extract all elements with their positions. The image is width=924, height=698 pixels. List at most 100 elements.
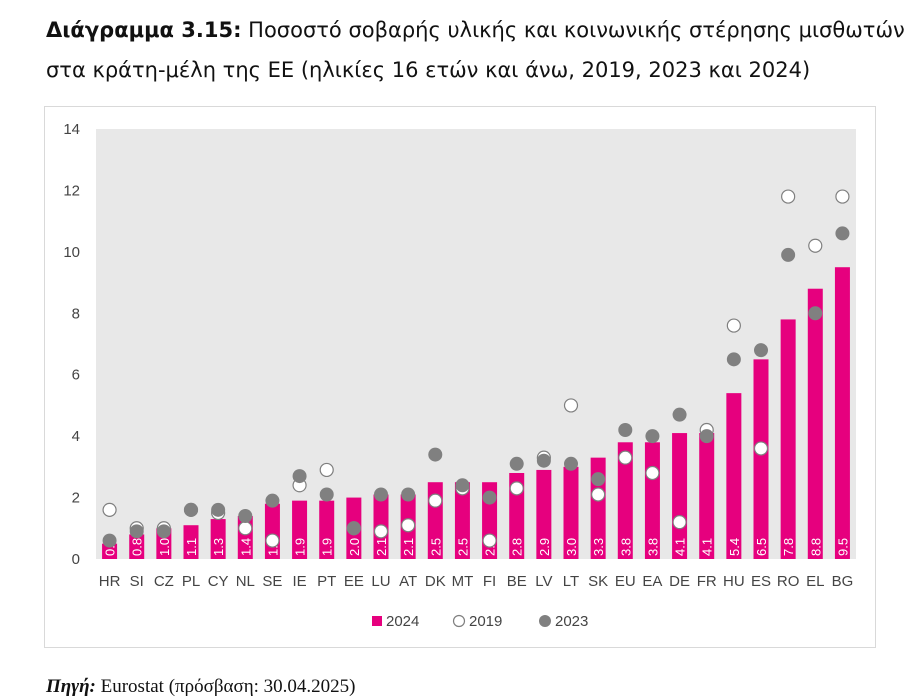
y-tick-label: 14 bbox=[63, 121, 80, 138]
point-2023 bbox=[482, 490, 497, 505]
point-2023 bbox=[835, 226, 850, 241]
source-label: Πηγή: bbox=[46, 676, 96, 697]
x-tick-label: RO bbox=[777, 573, 800, 590]
bar-data-label: 2.5 bbox=[455, 538, 470, 556]
bar-2024 bbox=[780, 319, 796, 559]
point-2019 bbox=[428, 493, 443, 508]
bar-data-label: 4.1 bbox=[673, 538, 688, 556]
legend-label-2019: 2019 bbox=[469, 613, 502, 630]
bar-data-label: 3.8 bbox=[618, 538, 633, 556]
x-tick-label: BE bbox=[507, 573, 527, 590]
point-2023 bbox=[428, 447, 443, 462]
point-2019 bbox=[808, 238, 823, 253]
point-2019 bbox=[753, 441, 769, 456]
point-2023 bbox=[211, 502, 226, 517]
point-2019 bbox=[645, 465, 660, 481]
x-tick-label: SE bbox=[262, 573, 282, 590]
point-2019 bbox=[618, 450, 633, 465]
bar-data-label: 4.1 bbox=[700, 538, 715, 556]
y-tick-label: 8 bbox=[72, 305, 80, 322]
bar-2024 bbox=[509, 473, 525, 559]
x-tick-label: PL bbox=[182, 573, 200, 590]
bar-chart: 024681012140.5HR0.8SI1.0CZ1.1PL1.3CY1.4N… bbox=[63, 121, 856, 630]
x-tick-label: NL bbox=[236, 573, 255, 590]
bar-data-label: 3.8 bbox=[645, 538, 660, 556]
figure-label: Διάγραμμα 3.15: bbox=[46, 18, 242, 42]
point-2023 bbox=[564, 456, 578, 471]
point-2023 bbox=[184, 502, 198, 517]
point-2023 bbox=[754, 343, 768, 358]
legend-label-2024: 2024 bbox=[386, 613, 419, 630]
point-2019 bbox=[319, 462, 334, 478]
bar-2024 bbox=[834, 267, 850, 559]
bar-2024 bbox=[129, 534, 145, 559]
x-tick-label: LV bbox=[535, 573, 552, 590]
point-2019 bbox=[238, 521, 253, 536]
point-2019 bbox=[726, 318, 741, 333]
legend-marker-2024 bbox=[372, 616, 382, 626]
chart-frame: 024681012140.5HR0.8SI1.0CZ1.1PL1.3CY1.4N… bbox=[44, 106, 876, 648]
bar-data-label: 2.9 bbox=[537, 538, 552, 556]
bar-data-label: 1.0 bbox=[157, 538, 172, 556]
point-2023 bbox=[346, 521, 361, 536]
x-tick-label: HU bbox=[723, 573, 745, 590]
source-note: Πηγή: Eurostat (πρόσβαση: 30.04.2025) bbox=[46, 676, 356, 698]
x-tick-label: CY bbox=[208, 573, 229, 590]
bar-data-label: 1.9 bbox=[320, 538, 335, 556]
point-2019 bbox=[373, 524, 389, 539]
bar-data-label: 7.8 bbox=[781, 538, 796, 556]
bar-2024 bbox=[699, 433, 715, 559]
bar-data-label: 1.4 bbox=[238, 538, 253, 556]
y-tick-label: 4 bbox=[72, 428, 80, 445]
y-tick-label: 2 bbox=[72, 490, 80, 507]
point-2023 bbox=[645, 429, 660, 444]
bar-data-label: 2.0 bbox=[347, 538, 362, 556]
x-tick-label: EA bbox=[642, 573, 662, 590]
point-2023 bbox=[781, 247, 796, 262]
point-2023 bbox=[156, 524, 171, 539]
legend-marker-2023 bbox=[539, 615, 551, 627]
bar-2024 bbox=[210, 519, 226, 559]
point-2023 bbox=[401, 487, 416, 502]
point-2023 bbox=[319, 487, 334, 502]
point-2023 bbox=[672, 407, 687, 422]
bar-data-label: 2.8 bbox=[510, 538, 525, 556]
point-2023 bbox=[536, 453, 551, 468]
x-tick-label: DK bbox=[425, 573, 446, 590]
x-tick-label: LU bbox=[371, 573, 390, 590]
figure-caption: Ποσοστό σοβαρής υλικής και κοινωνικής στ… bbox=[46, 18, 905, 82]
bar-data-label: 3.3 bbox=[591, 538, 606, 556]
bar-2024 bbox=[753, 359, 769, 559]
bar-data-label: 9.5 bbox=[835, 538, 850, 556]
x-tick-label: ES bbox=[751, 573, 771, 590]
bar-2024 bbox=[292, 500, 308, 559]
point-2019 bbox=[672, 515, 687, 530]
point-2023 bbox=[726, 352, 741, 367]
bar-2024 bbox=[617, 442, 633, 559]
legend-marker-2019 bbox=[452, 614, 466, 628]
y-tick-label: 6 bbox=[72, 367, 80, 384]
bar-data-label: 6.5 bbox=[754, 538, 769, 556]
x-tick-label: HR bbox=[99, 573, 121, 590]
point-2023 bbox=[455, 478, 470, 493]
x-tick-label: MT bbox=[452, 573, 474, 590]
point-2023 bbox=[292, 469, 307, 484]
bar-2024 bbox=[807, 288, 823, 559]
bar-data-label: 2.1 bbox=[374, 538, 389, 556]
point-2023 bbox=[265, 493, 280, 508]
point-2019 bbox=[482, 533, 497, 548]
point-2023 bbox=[808, 306, 823, 321]
x-tick-label: LT bbox=[563, 573, 579, 590]
bar-2024 bbox=[102, 543, 118, 559]
chart-title: Διάγραμμα 3.15: Ποσοστό σοβαρής υλικής κ… bbox=[46, 10, 906, 90]
x-tick-label: FR bbox=[697, 573, 717, 590]
bar-2024 bbox=[726, 393, 742, 559]
x-tick-label: IE bbox=[292, 573, 306, 590]
point-2023 bbox=[374, 487, 388, 502]
bar-2024 bbox=[319, 500, 335, 559]
point-2023 bbox=[238, 509, 253, 523]
bar-data-label: 2.1 bbox=[401, 538, 416, 556]
x-tick-label: EU bbox=[615, 573, 636, 590]
point-2019 bbox=[509, 481, 524, 496]
point-2019 bbox=[265, 533, 280, 548]
